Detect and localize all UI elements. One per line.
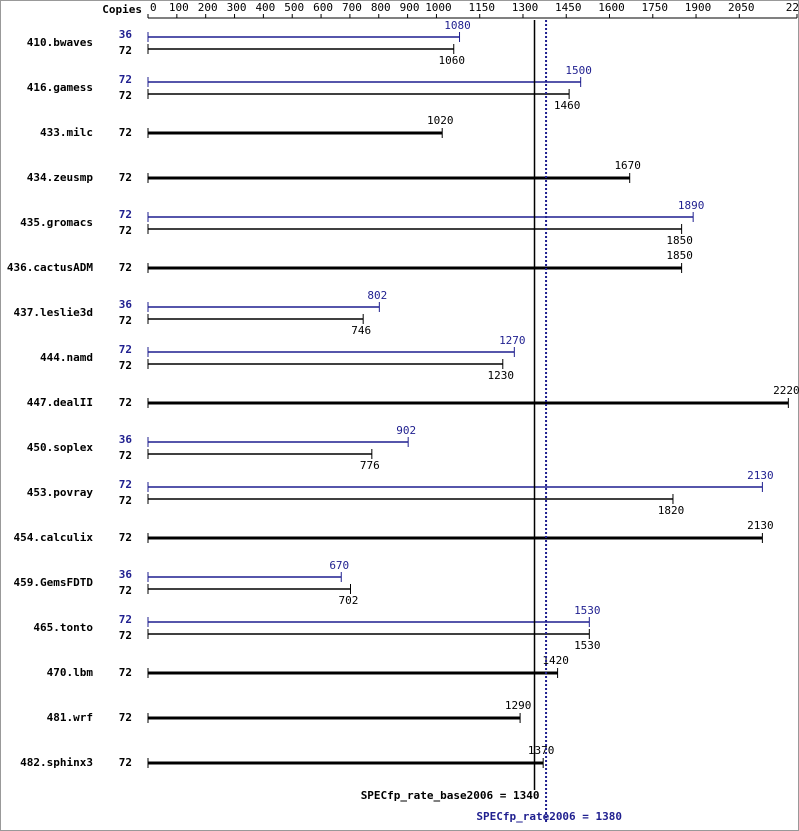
copies: 72	[119, 629, 132, 642]
category-label: 454.calculix	[14, 531, 94, 544]
copies: 72	[119, 208, 132, 221]
category-label: 450.soplex	[27, 441, 94, 454]
category-label: 434.zeusmp	[27, 171, 94, 184]
x-tick-label: 1450	[555, 1, 582, 14]
copies: 72	[119, 531, 132, 544]
copies: 72	[119, 171, 132, 184]
x-tick-label: 300	[227, 1, 247, 14]
value-label: 670	[329, 559, 349, 572]
value-label: 1670	[614, 159, 641, 172]
copies: 72	[119, 89, 132, 102]
category-label: 459.GemsFDTD	[14, 576, 94, 589]
category-label: 410.bwaves	[27, 36, 93, 49]
category-label: 482.sphinx3	[20, 756, 93, 769]
reference-label: SPECfp_rate2006 = 1380	[476, 810, 622, 823]
copies: 72	[119, 126, 132, 139]
copies: 72	[119, 711, 132, 724]
copies: 72	[119, 449, 132, 462]
x-tick-label: 1900	[685, 1, 712, 14]
value-label: 1530	[574, 604, 601, 617]
x-tick-label: 900	[400, 1, 420, 14]
copies: 72	[119, 314, 132, 327]
x-tick-label: 700	[342, 1, 362, 14]
value-label: 702	[339, 594, 359, 607]
copies: 72	[119, 359, 132, 372]
x-tick-label: 1000	[425, 1, 452, 14]
category-label: 447.dealII	[27, 396, 93, 409]
value-label: 802	[367, 289, 387, 302]
value-label: 1850	[666, 249, 693, 262]
x-tick-label: 1150	[468, 1, 495, 14]
value-label: 1850	[666, 234, 693, 247]
value-label: 1530	[574, 639, 601, 652]
x-tick-label: 800	[371, 1, 391, 14]
copies: 72	[119, 613, 132, 626]
value-label: 1020	[427, 114, 454, 127]
value-label: 1370	[528, 744, 555, 757]
x-tick-label: 2250	[786, 1, 799, 14]
category-label: 465.tonto	[33, 621, 93, 634]
value-label: 746	[351, 324, 371, 337]
copies: 72	[119, 224, 132, 237]
value-label: 1820	[658, 504, 685, 517]
copies: 72	[119, 666, 132, 679]
x-tick-label: 2050	[728, 1, 755, 14]
copies: 72	[119, 478, 132, 491]
copies: 72	[119, 343, 132, 356]
value-label: 776	[360, 459, 380, 472]
value-label: 2130	[747, 469, 774, 482]
copies: 36	[119, 298, 133, 311]
reference-label: SPECfp_rate_base2006 = 1340	[361, 789, 540, 802]
copies: 72	[119, 584, 132, 597]
x-tick-label: 600	[313, 1, 333, 14]
x-tick-label: 1750	[642, 1, 669, 14]
value-label: 2130	[747, 519, 774, 532]
value-label: 1290	[505, 699, 532, 712]
copies: 36	[119, 568, 133, 581]
category-label: 436.cactusADM	[7, 261, 93, 274]
category-label: 433.milc	[40, 126, 93, 139]
x-tick-label: 200	[198, 1, 218, 14]
x-tick-label: 1300	[512, 1, 539, 14]
copies: 72	[119, 494, 132, 507]
x-tick-label: 1600	[598, 1, 625, 14]
copies-header: Copies	[102, 3, 142, 16]
copies: 36	[119, 28, 133, 41]
x-tick-label: 0	[150, 1, 157, 14]
x-tick-label: 400	[255, 1, 275, 14]
category-label: 416.gamess	[27, 81, 93, 94]
value-label: 1890	[678, 199, 705, 212]
value-label: 1230	[488, 369, 515, 382]
value-label: 2220	[773, 384, 799, 397]
x-tick-label: 100	[169, 1, 189, 14]
category-label: 453.povray	[27, 486, 94, 499]
copies: 72	[119, 73, 132, 86]
category-label: 444.namd	[40, 351, 93, 364]
copies: 72	[119, 396, 132, 409]
category-label: 435.gromacs	[20, 216, 93, 229]
value-label: 1270	[499, 334, 526, 347]
value-label: 1080	[444, 19, 471, 32]
x-tick-label: 500	[284, 1, 304, 14]
category-label: 470.lbm	[47, 666, 94, 679]
value-label: 902	[396, 424, 416, 437]
value-label: 1060	[439, 54, 466, 67]
copies: 36	[119, 433, 133, 446]
copies: 72	[119, 44, 132, 57]
copies: 72	[119, 261, 132, 274]
copies: 72	[119, 756, 132, 769]
value-label: 1420	[542, 654, 569, 667]
category-label: 437.leslie3d	[14, 306, 93, 319]
value-label: 1500	[565, 64, 592, 77]
category-label: 481.wrf	[47, 711, 93, 724]
value-label: 1460	[554, 99, 581, 112]
